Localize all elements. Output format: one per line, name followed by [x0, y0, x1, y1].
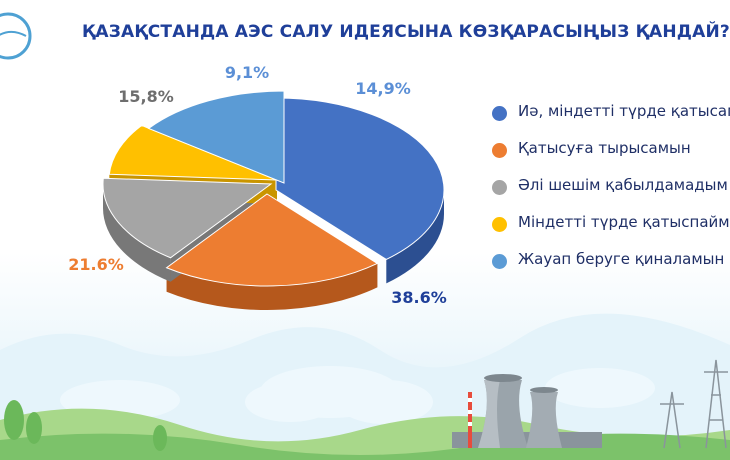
- legend-swatch: [492, 106, 507, 121]
- legend-label: Қатысуға тырысамын: [518, 139, 691, 157]
- logo-icon: [0, 12, 32, 60]
- slice-value-label: 21.6%: [68, 255, 124, 274]
- pie-slice-side: [386, 190, 444, 284]
- legend-swatch: [492, 217, 507, 232]
- pie-slice: [165, 193, 379, 287]
- pie-slice: [147, 90, 285, 184]
- legend-label: Әлі шешім қабылдамадым: [518, 176, 728, 194]
- power-plant-icon: [452, 374, 602, 448]
- pie-slice: [108, 124, 278, 181]
- legend-swatch: [492, 143, 507, 158]
- slice-value-label: 9,1%: [225, 63, 269, 82]
- pie-slice: [102, 177, 273, 259]
- power-tower-icon: [660, 359, 728, 449]
- pie-slice-side: [166, 263, 378, 310]
- slice-value-label: 38.6%: [391, 288, 447, 307]
- legend-label: Міндетті түрде қатыспаймын: [518, 213, 730, 231]
- pie-slice-side: [103, 184, 171, 282]
- cloud-icon: [60, 366, 655, 424]
- pie-slice: [275, 97, 445, 260]
- chart-title: ҚАЗАҚСТАНДА АЭС САЛУ ИДЕЯСЫНА КӨЗҚАРАСЫҢ…: [82, 22, 730, 42]
- legend-swatch: [492, 254, 507, 269]
- legend-swatch: [492, 180, 507, 195]
- legend-label: Иә, міндетті түрде қатысамын: [518, 102, 730, 120]
- slice-value-label: 15,8%: [118, 87, 174, 106]
- legend-label: Жауап беруге қиналамын: [518, 250, 725, 268]
- tree-icon: [4, 400, 167, 451]
- slice-value-label: 14,9%: [355, 79, 411, 98]
